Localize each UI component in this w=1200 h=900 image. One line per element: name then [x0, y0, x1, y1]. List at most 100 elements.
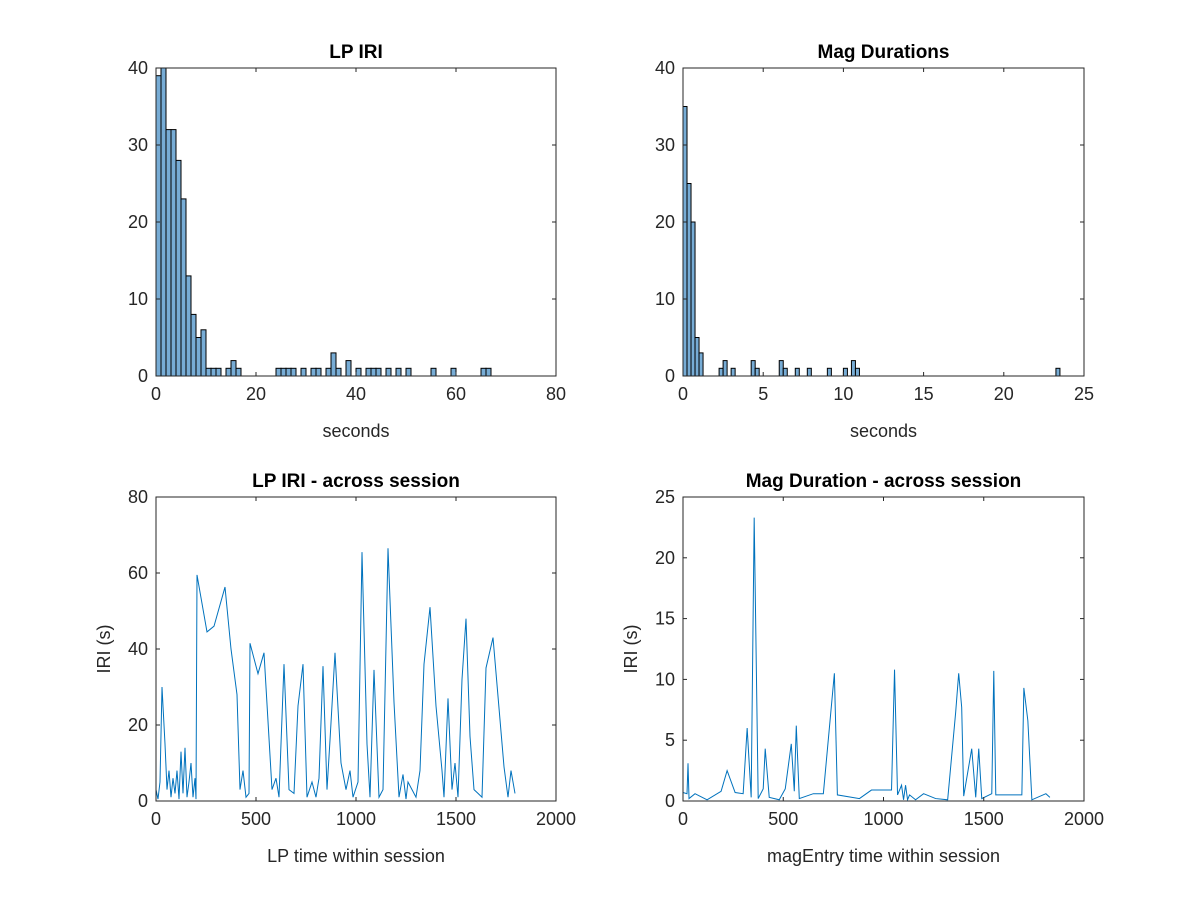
x-axis-label: seconds — [850, 421, 917, 441]
histogram-bar — [450, 367, 457, 377]
histogram-bar — [385, 367, 392, 377]
x-tick-label: 500 — [241, 809, 271, 829]
y-tick-label: 10 — [655, 289, 675, 309]
y-tick-label: 40 — [655, 58, 675, 78]
histogram-bar — [155, 75, 162, 377]
y-axis-label: IRI (s) — [621, 625, 641, 674]
x-tick-label: 2000 — [536, 809, 576, 829]
y-tick-label: 5 — [665, 730, 675, 750]
subplot-title: Mag Durations — [818, 42, 950, 63]
histogram-bar — [330, 352, 337, 377]
x-tick-label: 40 — [346, 384, 366, 404]
y-tick-label: 15 — [655, 609, 675, 629]
x-tick-label: 1500 — [436, 809, 476, 829]
x-tick-label: 1500 — [964, 809, 1004, 829]
histogram-bar — [210, 367, 217, 377]
y-tick-label: 30 — [655, 135, 675, 155]
histogram-bar — [275, 367, 282, 377]
x-tick-label: 1000 — [336, 809, 376, 829]
plot-area — [155, 496, 557, 802]
x-axis-label: magEntry time within session — [767, 846, 1000, 866]
x-tick-label: 15 — [914, 384, 934, 404]
histogram-bar — [325, 367, 332, 377]
plot-area — [155, 67, 557, 377]
histogram-bar — [225, 367, 232, 377]
histogram-bar — [310, 367, 317, 377]
y-axis-label: IRI (s) — [94, 625, 114, 674]
histogram-bar — [300, 367, 307, 377]
histogram-bar — [200, 329, 207, 377]
histogram-bar — [235, 367, 242, 377]
y-tick-label: 30 — [128, 135, 148, 155]
y-tick-label: 20 — [128, 715, 148, 735]
histogram-bar — [778, 360, 784, 377]
histogram-bar — [782, 367, 788, 377]
histogram-bar — [280, 367, 287, 377]
histogram-bar — [290, 367, 297, 377]
histogram-bar — [850, 360, 856, 377]
histogram-bar — [480, 367, 487, 377]
subplot-title: Mag Duration - across session — [746, 471, 1022, 492]
plot-area — [682, 496, 1085, 802]
y-tick-label: 20 — [128, 212, 148, 232]
subplot: 0 20 40 60 80 0 10 20 30 40 LP IRI seconds — [128, 42, 566, 441]
histogram-bar — [1055, 367, 1061, 377]
x-tick-label: 0 — [678, 809, 688, 829]
y-tick-label: 0 — [138, 791, 148, 811]
y-tick-label: 0 — [138, 366, 148, 386]
histogram-bar — [794, 367, 800, 377]
x-tick-label: 0 — [151, 384, 161, 404]
x-axis-label: seconds — [322, 421, 389, 441]
histogram-bar — [185, 275, 192, 377]
histogram-bar — [375, 367, 382, 377]
histogram-bar — [205, 367, 212, 377]
histogram-bar — [405, 367, 412, 377]
y-tick-label: 20 — [655, 548, 675, 568]
histogram-bar — [395, 367, 402, 377]
histogram-bar — [485, 367, 492, 377]
plot-area — [682, 67, 1085, 377]
x-tick-label: 25 — [1074, 384, 1094, 404]
histogram-bar — [826, 367, 832, 377]
histogram-bar — [355, 367, 362, 377]
y-tick-label: 10 — [655, 669, 675, 689]
histogram-bar — [370, 367, 377, 377]
y-tick-label: 80 — [128, 487, 148, 507]
histogram-bar — [285, 367, 292, 377]
histogram-bar — [842, 367, 848, 377]
histogram-bar — [180, 198, 187, 377]
histogram-bar — [170, 129, 177, 377]
histogram-bar — [682, 106, 688, 377]
x-tick-label: 20 — [994, 384, 1014, 404]
subplot-title: LP IRI — [329, 42, 383, 63]
histogram-bar — [335, 367, 342, 377]
histogram-bar — [175, 159, 182, 377]
y-tick-label: 60 — [128, 563, 148, 583]
subplot-title: LP IRI - across session — [252, 471, 460, 492]
y-tick-label: 10 — [128, 289, 148, 309]
x-tick-label: 1000 — [863, 809, 903, 829]
histogram-bar — [690, 221, 696, 377]
y-tick-label: 0 — [665, 366, 675, 386]
histogram-bar — [190, 313, 197, 377]
x-tick-label: 80 — [546, 384, 566, 404]
x-tick-label: 500 — [768, 809, 798, 829]
x-tick-label: 2000 — [1064, 809, 1104, 829]
y-tick-label: 25 — [655, 487, 675, 507]
x-axis-label: LP time within session — [267, 846, 445, 866]
histogram-bar — [215, 367, 222, 377]
histogram-bar — [806, 367, 812, 377]
histogram-bar — [754, 367, 760, 377]
y-tick-label: 40 — [128, 639, 148, 659]
histogram-bar — [750, 360, 756, 377]
y-tick-label: 20 — [655, 212, 675, 232]
histogram-bar — [854, 367, 860, 377]
histogram-bar — [730, 367, 736, 377]
histogram-bar — [345, 360, 352, 377]
histogram-bar — [315, 367, 322, 377]
x-tick-label: 5 — [758, 384, 768, 404]
histogram-bar — [718, 367, 724, 377]
subplot: 0 500 1000 1500 2000 0 5 10 15 20 25 Mag Duration -… — [621, 471, 1104, 866]
y-tick-label: 40 — [128, 58, 148, 78]
